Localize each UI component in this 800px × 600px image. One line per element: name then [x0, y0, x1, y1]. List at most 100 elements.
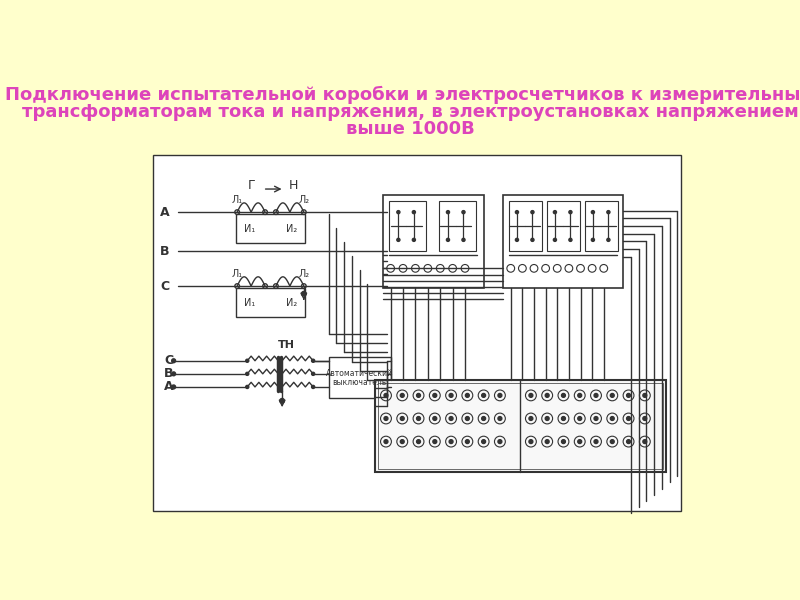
Circle shape: [529, 394, 533, 397]
Text: И₁: И₁: [244, 298, 255, 308]
Circle shape: [610, 416, 614, 421]
Circle shape: [466, 394, 470, 397]
Bar: [153, 155, 682, 511]
Circle shape: [311, 359, 314, 362]
Circle shape: [529, 416, 533, 421]
Text: ТН: ТН: [278, 340, 294, 350]
Circle shape: [384, 416, 388, 421]
Circle shape: [466, 440, 470, 443]
Circle shape: [280, 398, 285, 403]
Circle shape: [498, 394, 502, 397]
Text: И₂: И₂: [286, 224, 297, 234]
Circle shape: [311, 372, 314, 376]
Bar: [375, 380, 666, 472]
Circle shape: [529, 440, 533, 443]
Circle shape: [433, 416, 437, 421]
Circle shape: [449, 440, 453, 443]
Circle shape: [591, 211, 594, 214]
Text: Г: Г: [247, 179, 255, 193]
Bar: [547, 202, 580, 251]
Circle shape: [417, 416, 421, 421]
Bar: [383, 195, 484, 287]
Bar: [438, 202, 476, 251]
Text: Автоматический: Автоматический: [326, 368, 393, 377]
Text: А: А: [164, 380, 174, 394]
Bar: [236, 287, 306, 317]
Circle shape: [591, 238, 594, 241]
Circle shape: [498, 416, 502, 421]
Circle shape: [610, 440, 614, 443]
Circle shape: [400, 440, 404, 443]
Circle shape: [384, 440, 388, 443]
Circle shape: [246, 359, 249, 362]
Circle shape: [569, 211, 572, 214]
Circle shape: [626, 416, 630, 421]
Circle shape: [515, 238, 518, 241]
Text: С: С: [165, 354, 174, 367]
Circle shape: [546, 394, 549, 397]
Circle shape: [449, 394, 453, 397]
Text: И₂: И₂: [286, 298, 297, 308]
Circle shape: [607, 238, 610, 241]
Circle shape: [466, 416, 470, 421]
Circle shape: [433, 394, 437, 397]
Text: Н: Н: [289, 179, 298, 193]
Circle shape: [417, 394, 421, 397]
Circle shape: [482, 416, 486, 421]
Bar: [329, 357, 390, 398]
Circle shape: [172, 359, 175, 362]
Circle shape: [610, 394, 614, 397]
Bar: [585, 202, 618, 251]
Circle shape: [546, 416, 549, 421]
Text: В: В: [160, 245, 170, 258]
Circle shape: [397, 238, 400, 241]
Circle shape: [172, 372, 175, 376]
Text: Л₁: Л₁: [232, 195, 242, 205]
Text: выключатель: выключатель: [333, 378, 386, 387]
Circle shape: [569, 238, 572, 241]
Circle shape: [482, 394, 486, 397]
Text: Л₁: Л₁: [232, 269, 242, 279]
Circle shape: [400, 416, 404, 421]
Bar: [389, 202, 426, 251]
Circle shape: [246, 372, 249, 376]
Circle shape: [433, 440, 437, 443]
Circle shape: [562, 416, 566, 421]
Text: трансформаторам тока и напряжения, в электроустановках напряжением: трансформаторам тока и напряжения, в эле…: [22, 103, 798, 121]
Bar: [509, 202, 542, 251]
Bar: [378, 383, 662, 469]
Circle shape: [594, 416, 598, 421]
Circle shape: [594, 440, 598, 443]
Circle shape: [562, 394, 566, 397]
Circle shape: [462, 211, 465, 214]
Circle shape: [643, 394, 646, 397]
Circle shape: [246, 385, 249, 388]
Circle shape: [554, 238, 557, 241]
Circle shape: [462, 238, 465, 241]
Circle shape: [626, 394, 630, 397]
Circle shape: [531, 211, 534, 214]
Bar: [503, 195, 623, 287]
Bar: [236, 214, 306, 243]
Circle shape: [449, 416, 453, 421]
Circle shape: [643, 416, 646, 421]
Text: выше 1000В: выше 1000В: [346, 120, 474, 138]
Circle shape: [578, 416, 582, 421]
Circle shape: [531, 238, 534, 241]
Circle shape: [446, 238, 450, 241]
Circle shape: [498, 440, 502, 443]
Circle shape: [515, 211, 518, 214]
Circle shape: [412, 211, 415, 214]
Text: Л₂: Л₂: [298, 195, 310, 205]
Text: Подключение испытательной коробки и электросчетчиков к измерительным: Подключение испытательной коробки и элек…: [5, 86, 800, 104]
Text: И₁: И₁: [244, 224, 255, 234]
Text: В: В: [164, 367, 174, 380]
Text: С: С: [161, 280, 170, 293]
Circle shape: [578, 440, 582, 443]
Circle shape: [554, 211, 557, 214]
Circle shape: [400, 394, 404, 397]
Circle shape: [412, 238, 415, 241]
Circle shape: [546, 440, 549, 443]
Circle shape: [594, 394, 598, 397]
Circle shape: [643, 440, 646, 443]
